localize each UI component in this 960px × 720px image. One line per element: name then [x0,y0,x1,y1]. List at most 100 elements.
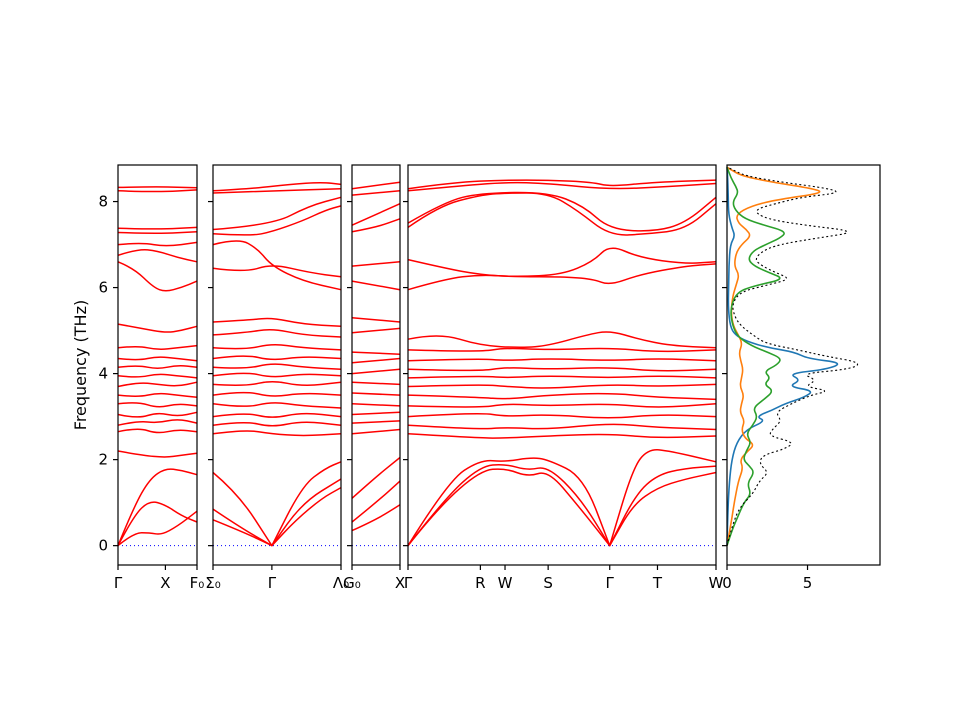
x-tick-label: Σ₀ [205,574,221,592]
y-tick-label: 0 [98,537,108,555]
x-tick-label: 0 [722,574,732,592]
band-path [407,392,717,401]
band-path [117,241,198,247]
band-path [212,363,342,371]
band-path [117,189,198,193]
band-path [212,240,342,291]
partial-dos-blue [726,167,839,546]
band-path [407,347,717,353]
band-path [117,501,198,546]
x-tick-label: S [543,574,553,592]
band-path [407,263,717,291]
x-tick-label: G₀ [343,574,361,592]
band-path [407,375,717,379]
x-tick-label: Γ [606,574,615,592]
band-path [212,380,342,386]
x-tick-label: 5 [803,574,813,592]
band-path [407,192,717,236]
dos-panel-frame [726,164,881,566]
band-path [212,391,342,397]
band-path [407,247,717,278]
band-path [351,316,401,323]
band-path [351,261,401,267]
band-path [212,421,342,427]
band-path [351,203,401,226]
band-path [351,392,401,396]
band-path [212,355,342,361]
band-path [351,351,401,355]
band-path [351,280,401,291]
band-path [117,411,198,418]
band-path [117,186,198,189]
x-tick-label: X [160,574,170,592]
band-path [351,368,401,375]
band-path [212,402,342,409]
band-path [212,372,342,378]
panel-frame [117,164,198,566]
band-path [212,187,342,194]
band-path [212,196,342,231]
x-tick-label: Γ [114,574,123,592]
band-path [117,373,198,379]
band-path [117,510,198,547]
band-path [117,450,198,458]
band-path [407,402,717,408]
band-path [351,357,401,364]
band-path [407,367,717,372]
band-path [117,381,198,388]
panel-frame [407,164,717,566]
band-path [117,428,198,434]
band-path [212,486,342,547]
band-path [407,449,717,547]
band-path [407,191,717,232]
band-path [117,419,198,426]
band-path [117,356,198,362]
band-path [407,433,717,439]
band-path [117,344,198,350]
x-tick-label: Λ₀ [333,574,349,592]
band-path [117,468,198,546]
x-tick-label: R [475,574,485,592]
band-path [212,205,342,236]
y-tick-label: 6 [98,279,108,297]
band-path [351,181,401,190]
band-path [407,468,717,547]
y-axis-label: Frequency (THz) [71,300,90,430]
y-tick-label: 2 [98,451,108,469]
band-path [117,402,198,408]
x-tick-label: F₀ [190,574,205,592]
band-path [212,344,342,351]
band-path [407,179,717,190]
band-path [117,230,198,234]
band-path [212,182,342,192]
band-path [407,413,717,419]
band-path [351,428,401,435]
band-path [407,358,717,362]
band-path [351,218,401,233]
band-path [351,504,401,532]
band-path [351,456,401,499]
y-tick-label: 4 [98,365,108,383]
panel-frame [351,164,401,566]
panel-frame [212,164,342,566]
band-path [117,364,198,369]
band-path [351,327,401,334]
band-path [407,331,717,349]
band-path [117,261,198,292]
band-path [407,463,717,547]
y-tick-label: 8 [98,193,108,211]
x-tick-label: W [498,574,513,592]
band-path [351,190,401,196]
total-dos-dotted [726,166,859,546]
band-path [117,249,198,263]
band-path [117,323,198,333]
band-path [407,383,717,389]
band-path [351,411,401,416]
band-path [407,181,717,192]
band-path [212,412,342,418]
partial-dos-green [726,166,785,546]
band-path [212,430,342,437]
